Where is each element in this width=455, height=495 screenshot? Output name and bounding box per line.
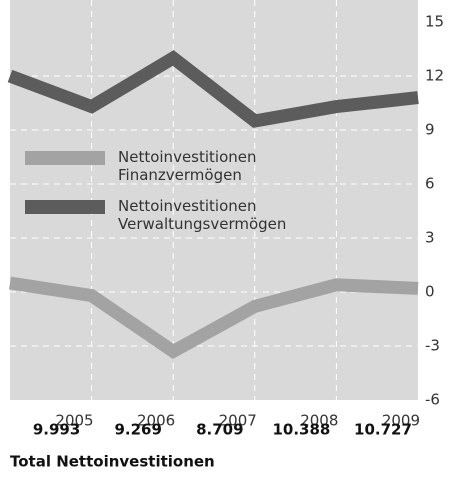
y-tick-label: 6: [425, 175, 435, 193]
y-tick-label: 15: [425, 13, 444, 31]
legend-label: Nettoinvestitionen Verwaltungsvermögen: [118, 197, 287, 233]
y-tick-label: -3: [425, 337, 440, 355]
legend-swatch: [25, 151, 105, 165]
x-tick-label: 2005: [55, 412, 93, 430]
y-tick-label: 9: [425, 121, 435, 139]
total-value: 8.709: [196, 421, 243, 439]
total-value: 10.727: [354, 421, 412, 439]
legend-swatch: [25, 200, 105, 214]
total-value: 10.388: [272, 421, 330, 439]
x-tick-label: 2009: [382, 412, 420, 430]
x-tick-label: 2007: [219, 412, 257, 430]
y-tick-label: 3: [425, 229, 435, 247]
series-line: [9, 276, 419, 360]
total-value: 9.269: [114, 421, 161, 439]
series-line: [7, 50, 419, 128]
x-tick-label: 2008: [300, 412, 338, 430]
x-tick-label: 2006: [137, 412, 175, 430]
total-value: 9.993: [33, 421, 80, 439]
legend-label: Nettoinvestitionen Finanzvermögen: [118, 148, 257, 184]
y-tick-label: 0: [425, 283, 435, 301]
y-tick-label: 12: [425, 67, 444, 85]
y-tick-label: -6: [425, 391, 440, 409]
total-label: Total Nettoinvestitionen: [10, 453, 215, 471]
